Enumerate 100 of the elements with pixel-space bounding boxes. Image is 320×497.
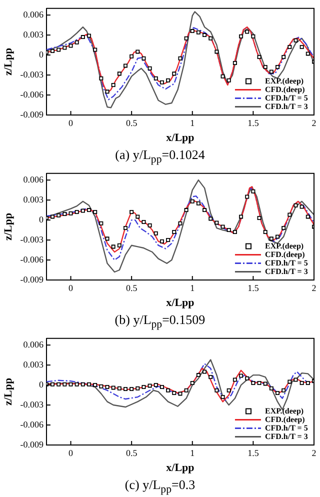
y-tick-label: -0.003: [20, 234, 44, 244]
point: [154, 231, 158, 236]
point: [190, 29, 194, 34]
y-axis-title: z/Lpp: [2, 48, 14, 76]
point: [74, 210, 79, 214]
point: [160, 80, 164, 84]
point: [142, 385, 146, 390]
x-tick-label: 0.5: [126, 118, 138, 128]
point: [62, 212, 67, 216]
y-tick-label: 0.006: [23, 339, 44, 350]
y-tick-label: 0.003: [23, 29, 44, 40]
point: [172, 72, 176, 76]
point: [123, 387, 128, 392]
point: [50, 49, 55, 54]
point: [136, 386, 140, 390]
legend-label: EXP.(deep): [264, 241, 304, 250]
y-tick-label: -0.003: [20, 69, 44, 80]
point: [50, 214, 55, 219]
point: [148, 66, 152, 70]
point: [178, 56, 182, 60]
text: (b) y/L$_{pp}$=0.1509: [114, 311, 206, 331]
point: [214, 220, 219, 225]
text: (a) y/L$_{pp}$=0.1024: [114, 146, 206, 166]
point: [208, 216, 213, 221]
point: [214, 388, 219, 392]
point: [74, 382, 79, 386]
point: [105, 385, 110, 390]
point: [80, 208, 85, 213]
point: [232, 61, 237, 66]
point: [282, 55, 286, 60]
point: [214, 50, 219, 54]
point: [93, 383, 98, 388]
x-tick-label: 1.5: [248, 282, 260, 293]
y-tick-label: 0.006: [23, 9, 44, 20]
point: [245, 376, 250, 380]
point: [202, 208, 207, 212]
point: [184, 36, 188, 40]
point: [276, 391, 280, 396]
point: [226, 388, 231, 392]
x-tick-label: 0: [68, 448, 74, 458]
legend-label: CFD.(deep): [264, 84, 306, 94]
legend-label: CFD.(deep): [264, 414, 306, 424]
point: [263, 65, 268, 70]
point: [178, 221, 182, 226]
legend-label: CFD.(deep): [264, 250, 306, 259]
point: [136, 214, 140, 219]
point: [251, 34, 256, 38]
x-tick-label: 0.5: [126, 448, 138, 458]
y-tick-label: 0: [38, 214, 44, 224]
y-tick-label: 0.006: [23, 174, 44, 184]
x-tick-label: 1: [190, 118, 195, 128]
x-tick-label: 2: [312, 282, 316, 293]
legend-label: CFD.h/T = 3: [264, 432, 308, 441]
point: [93, 48, 98, 52]
point: [93, 210, 98, 214]
point: [117, 72, 122, 76]
point: [263, 382, 268, 386]
point: [294, 378, 298, 382]
point: [288, 212, 292, 217]
point: [226, 228, 231, 232]
x-axis-title: x/Lpp: [166, 462, 194, 474]
point: [220, 395, 225, 400]
point: [99, 221, 104, 226]
x-axis-title: x/Lpp: [166, 297, 194, 310]
legend-label: CFD.h/T = 3: [264, 266, 308, 276]
point: [306, 52, 310, 56]
point: [282, 388, 286, 392]
point: [269, 386, 274, 390]
x-tick-label: 0: [68, 282, 74, 293]
point: [178, 392, 182, 396]
point: [74, 40, 79, 44]
y-axis-title: z/Lpp: [2, 378, 14, 406]
point: [99, 384, 104, 388]
point: [160, 239, 164, 244]
point: [184, 388, 188, 392]
point: [245, 30, 250, 34]
point: [251, 381, 256, 386]
point: [257, 381, 262, 386]
point: [142, 220, 146, 224]
point: [87, 34, 92, 38]
point: [294, 38, 298, 42]
point: [111, 244, 116, 249]
point: [56, 213, 61, 218]
point: [56, 48, 61, 52]
y-tick-label: 0: [38, 49, 44, 60]
y-tick-label: -0.006: [20, 254, 44, 264]
point: [136, 50, 140, 54]
point: [142, 56, 146, 60]
y-tick-label: -0.006: [20, 419, 44, 430]
point: [123, 226, 128, 230]
point: [202, 370, 207, 374]
point: [245, 194, 250, 199]
point: [239, 374, 244, 378]
point: [166, 388, 170, 392]
point: [172, 230, 176, 234]
point: [288, 380, 292, 384]
y-tick-label: 0: [38, 379, 44, 390]
y-tick-label: -0.009: [20, 109, 44, 120]
y-axis-title: z/Lpp: [2, 212, 14, 240]
y-tick-label: -0.009: [20, 274, 44, 284]
